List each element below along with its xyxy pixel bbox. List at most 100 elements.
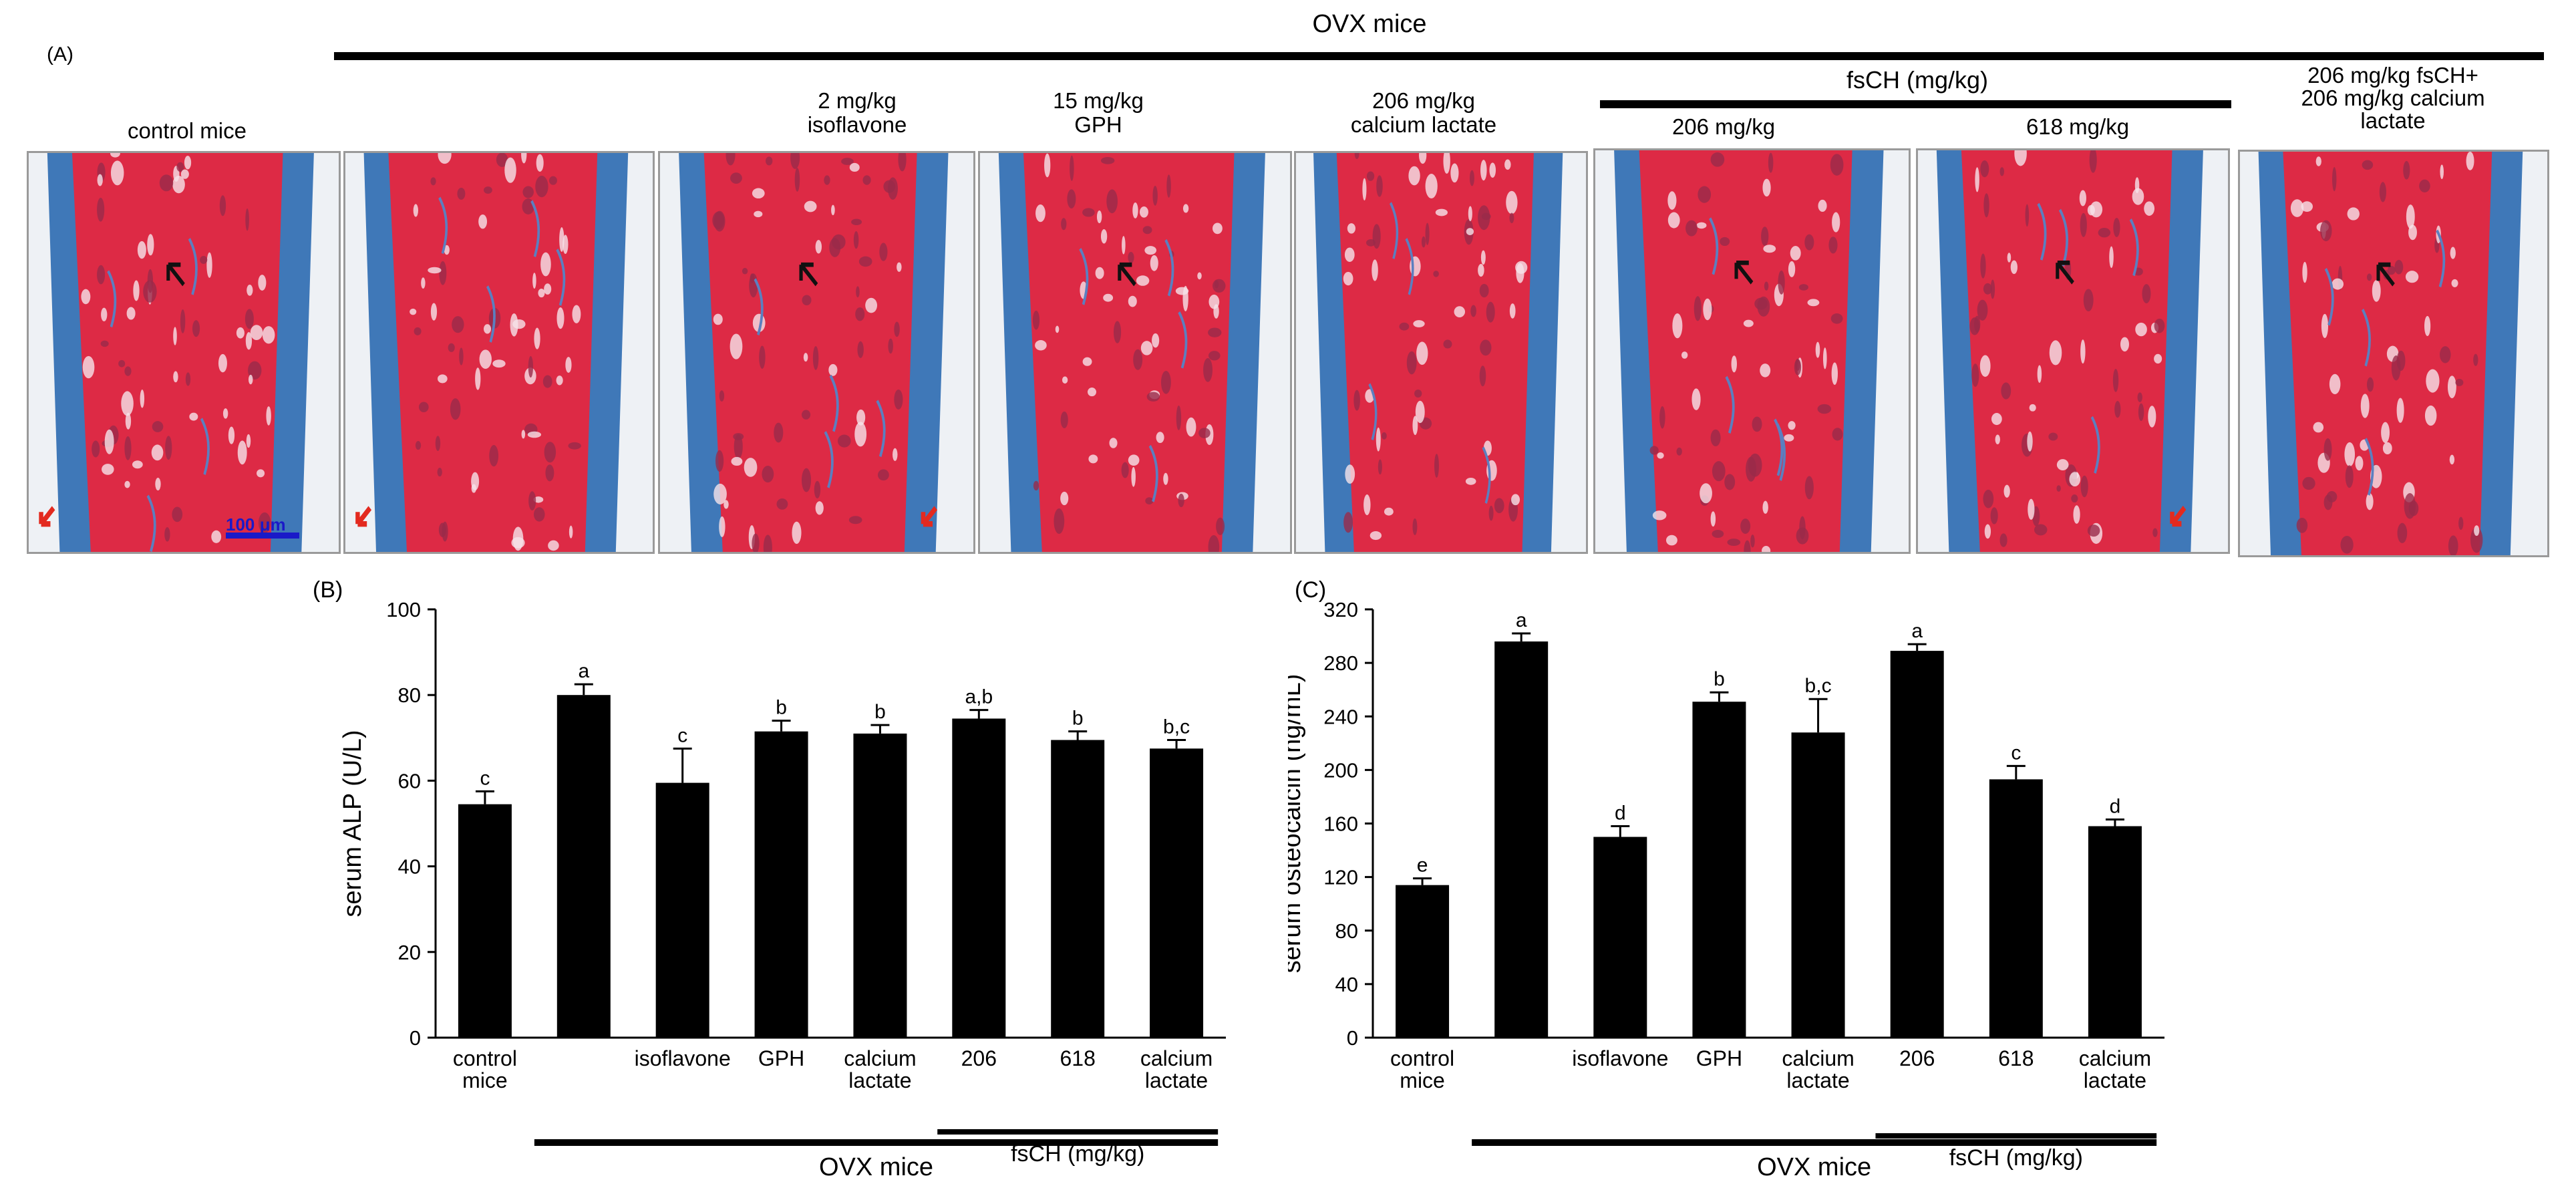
marrow-texture: [140, 390, 145, 408]
marrow-texture: [719, 390, 725, 402]
image-label-8: 206 mg/kg fsCH+ 206 mg/kg calcium lactate: [2301, 63, 2485, 133]
marrow-texture: [1382, 432, 1387, 440]
x-tick-label: control: [1390, 1046, 1454, 1070]
marrow-texture: [1788, 421, 1796, 430]
marrow-texture: [2056, 485, 2061, 492]
marrow-texture: [1176, 405, 1182, 430]
image-label-6: 206 mg/kg: [1671, 114, 1776, 139]
marrow-texture: [2049, 340, 2062, 365]
marrow-texture: [1343, 271, 1353, 286]
marrow-texture: [1794, 359, 1802, 376]
marrow-texture: [1796, 527, 1809, 545]
marrow-texture: [257, 469, 265, 478]
marrow-texture: [1100, 156, 1115, 164]
trabecula: [486, 285, 496, 343]
marrow-texture: [245, 309, 254, 329]
marrow-texture: [1061, 218, 1067, 231]
marrow-texture: [2079, 190, 2086, 206]
trabecula: [2129, 218, 2139, 277]
bar: [1890, 651, 1944, 1038]
bar: [754, 731, 808, 1038]
marrow-texture: [1412, 416, 1418, 436]
marrow-texture: [849, 162, 860, 172]
marrow-texture: [1055, 325, 1060, 333]
marrow-texture: [522, 186, 534, 198]
marrow-texture: [1450, 163, 1459, 183]
significance-letter: b: [776, 697, 787, 719]
marrow-texture: [1213, 304, 1219, 319]
ovx-group-label: OVX mice: [1757, 1153, 1871, 1181]
marrow-texture: [1515, 261, 1528, 274]
marrow-texture: [545, 464, 554, 482]
marrow-texture: [121, 391, 134, 416]
marrow-texture: [258, 512, 271, 533]
marrow-texture: [540, 252, 551, 277]
tissue-section: [29, 153, 339, 552]
marrow-texture: [1366, 171, 1375, 181]
marrow-texture: [1054, 508, 1065, 535]
ovx-group-label: OVX mice: [819, 1153, 933, 1181]
marrow-texture: [2366, 273, 2372, 281]
marrow-texture: [1156, 432, 1164, 444]
marrow-texture: [2403, 160, 2410, 180]
marrow-texture: [2355, 456, 2364, 471]
marrow-texture: [1980, 160, 1989, 178]
marrow-texture: [2419, 179, 2430, 193]
y-tick-label: 320: [1323, 598, 1358, 621]
bar: [1150, 748, 1204, 1038]
marrow-texture: [1443, 339, 1452, 349]
marrow-texture: [1363, 494, 1371, 516]
marrow-texture: [1166, 174, 1171, 198]
fsch-group-label: fsCH (mg/kg): [1949, 1145, 2083, 1171]
marrow-texture: [479, 349, 492, 369]
significance-letter: b,c: [1163, 716, 1190, 738]
marrow-texture: [2362, 160, 2374, 170]
marrow-texture: [2069, 472, 2081, 487]
marrow-texture: [1213, 279, 1226, 293]
marrow-texture: [189, 412, 198, 421]
marrow-texture: [452, 316, 464, 333]
marrow-texture: [2034, 524, 2048, 536]
marrow-texture: [713, 313, 723, 325]
histology-image-fsch-618: [1916, 148, 2230, 554]
marrow-texture: [1762, 178, 1771, 197]
trabecula: [2090, 416, 2100, 474]
cortical-bone-left: [363, 153, 414, 552]
y-tick-label: 0: [1347, 1026, 1358, 1050]
image-label-5: 206 mg/kg calcium lactate: [1350, 88, 1497, 137]
marrow-texture: [1818, 199, 1827, 212]
marrow-texture: [2344, 442, 2356, 467]
marrow-texture: [766, 156, 773, 166]
x-tick-label: calcium: [1782, 1046, 1854, 1070]
marrow-texture: [415, 441, 422, 450]
marrow-texture: [2029, 404, 2036, 412]
marrow-texture: [1815, 341, 1820, 358]
marrow-texture: [730, 172, 742, 184]
marrow-texture: [250, 325, 263, 340]
significance-letter: d: [1615, 802, 1626, 825]
marrow-texture: [1132, 202, 1138, 218]
marrow-texture: [1060, 411, 1068, 428]
x-tick-label: control: [453, 1046, 517, 1070]
marrow-texture: [1979, 355, 1991, 377]
marrow-texture: [1208, 535, 1220, 552]
marrow-texture: [1408, 166, 1420, 186]
marrow-texture: [247, 285, 253, 296]
x-tick-label: calcium: [844, 1046, 916, 1070]
marrow-texture: [1152, 185, 1158, 206]
bar: [1989, 779, 2043, 1038]
marrow-texture: [1760, 363, 1771, 378]
marrow-texture: [110, 153, 120, 158]
marrow-texture: [828, 363, 838, 376]
marrow-texture: [439, 261, 447, 285]
marrow-texture: [512, 527, 524, 551]
marrow-texture: [1434, 454, 1439, 478]
trabecula: [829, 374, 839, 432]
marrow-texture: [752, 188, 765, 199]
marrow-texture: [2440, 346, 2451, 363]
histology-image-fsch-206: [1593, 148, 1911, 554]
marrow-texture: [528, 355, 534, 378]
marrow-texture: [2382, 442, 2392, 454]
marrow-texture: [173, 371, 178, 383]
marrow-texture: [1146, 392, 1160, 402]
